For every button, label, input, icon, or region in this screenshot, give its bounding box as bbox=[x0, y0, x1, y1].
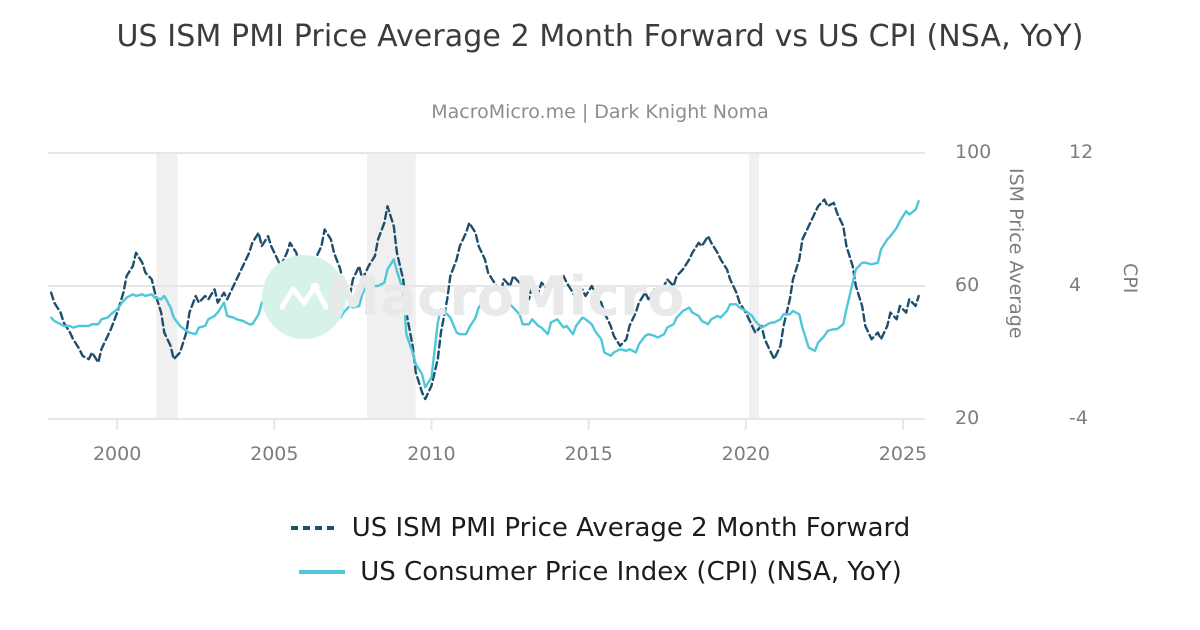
chart-subtitle: MacroMicro.me | Dark Knight Noma bbox=[431, 101, 769, 123]
x-tick-label: 2005 bbox=[250, 443, 299, 465]
x-tick-label: 2020 bbox=[721, 443, 770, 465]
plot-area bbox=[48, 152, 925, 430]
ism-tick-label: 20 bbox=[955, 407, 980, 429]
cpi-axis-title: CPI bbox=[1119, 263, 1141, 294]
x-tick-label: 2015 bbox=[564, 443, 613, 465]
ism-tick-label: 100 bbox=[955, 141, 992, 163]
legend-item-cpi[interactable]: US Consumer Price Index (CPI) (NSA, YoY) bbox=[0, 550, 1200, 594]
series-line-cpi bbox=[49, 200, 920, 389]
chart-title: US ISM PMI Price Average 2 Month Forward… bbox=[116, 19, 1084, 54]
chart-legend: US ISM PMI Price Average 2 Month Forward… bbox=[0, 506, 1200, 594]
x-tick-label: 2025 bbox=[878, 443, 928, 465]
cpi-tick-label: 12 bbox=[1069, 141, 1094, 163]
legend-swatch-dashed-icon bbox=[290, 526, 337, 530]
legend-item-ism[interactable]: US ISM PMI Price Average 2 Month Forward bbox=[0, 506, 1200, 550]
ism-tick-label: 60 bbox=[955, 274, 980, 296]
ism-axis-title: ISM Price Average bbox=[1005, 168, 1027, 339]
x-tick-label: 2010 bbox=[407, 443, 456, 465]
series-line-ism bbox=[49, 198, 920, 401]
cpi-tick-label: -4 bbox=[1069, 407, 1088, 429]
grid-lines bbox=[48, 152, 925, 430]
x-tick-label: 2000 bbox=[92, 443, 142, 465]
legend-label-cpi: US Consumer Price Index (CPI) (NSA, YoY) bbox=[360, 557, 902, 587]
plot-canvas bbox=[48, 152, 925, 430]
legend-swatch-solid-icon bbox=[299, 570, 346, 574]
series-lines bbox=[49, 198, 920, 401]
legend-label-ism: US ISM PMI Price Average 2 Month Forward bbox=[351, 513, 911, 543]
cpi-tick-label: 4 bbox=[1069, 274, 1082, 296]
